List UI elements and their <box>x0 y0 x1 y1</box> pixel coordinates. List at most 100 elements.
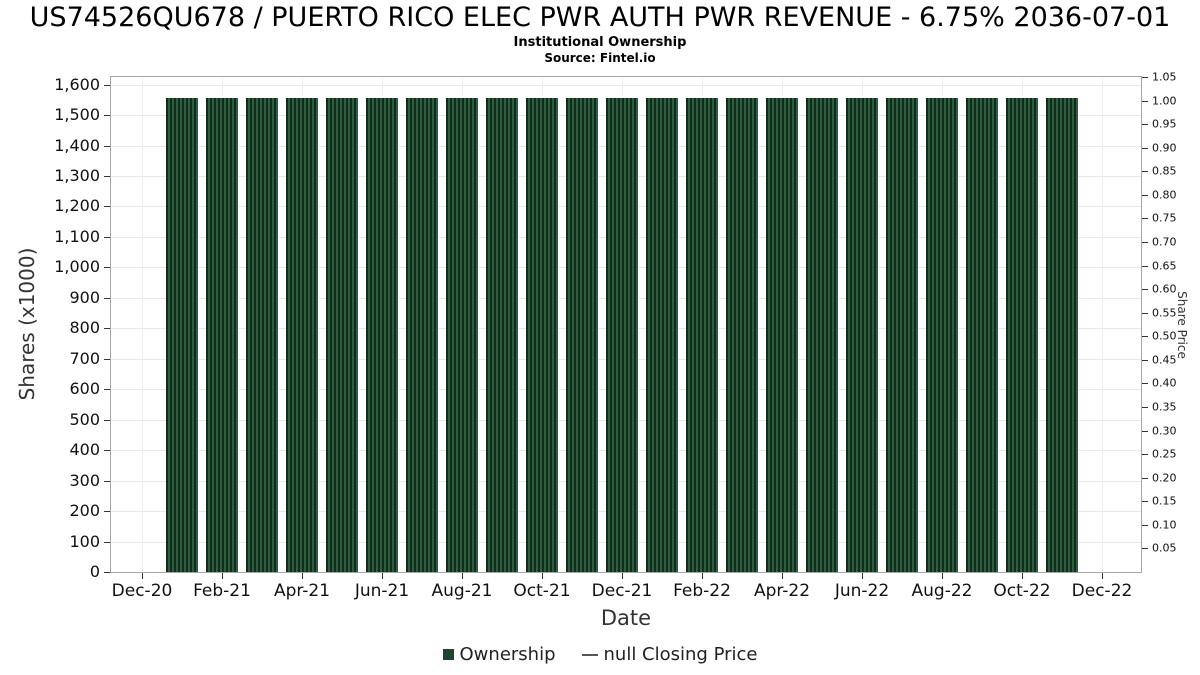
legend-item-closing-price: null Closing Price <box>581 644 758 665</box>
y-axis-right-tick-mark <box>1142 336 1148 338</box>
y-axis-right-tick-mark <box>1142 524 1148 526</box>
legend-line-marker-icon <box>581 653 598 656</box>
x-axis-tick-mark <box>862 573 863 579</box>
y-axis-right-tick-label: 0.85 <box>1152 164 1177 178</box>
y-axis-right-tick-label: 0.70 <box>1152 235 1177 249</box>
y-axis-right-tick-label: 0.80 <box>1152 188 1177 202</box>
y-axis-right-tick-mark <box>1142 242 1148 243</box>
y-axis-left-tick-mark <box>104 267 110 269</box>
y-axis-right-tick-label: 0.15 <box>1152 494 1177 508</box>
x-axis-tick-mark <box>142 573 143 579</box>
y-axis-left-tick-mark <box>104 145 110 147</box>
y-axis-right-tick-mark <box>1142 548 1148 550</box>
ownership-bar <box>326 97 358 572</box>
y-axis-left-tick-label: 1,200 <box>54 196 100 216</box>
y-axis-right-tick-mark <box>1142 454 1148 456</box>
y-axis-right-tick-mark <box>1142 501 1148 503</box>
ownership-bar <box>486 97 518 572</box>
x-axis-tick-mark <box>782 573 783 579</box>
y-axis-left-tick-mark <box>104 389 110 391</box>
x-axis-tick-mark <box>462 573 463 579</box>
y-axis-left-tick-label: 1,500 <box>54 105 100 125</box>
ownership-bar <box>726 97 758 572</box>
y-axis-left-tick-label: 900 <box>69 287 100 307</box>
ownership-bar <box>246 97 278 572</box>
legend-square-marker-icon <box>442 649 454 660</box>
y-axis-left-tick-label: 100 <box>69 531 100 551</box>
plot-area <box>110 76 1142 573</box>
x-axis-tick-label: Oct-21 <box>513 581 571 601</box>
y-axis-right-tick-mark <box>1142 359 1148 361</box>
y-axis-left-tick-mark <box>104 84 110 86</box>
y-axis-right-tick-mark <box>1142 312 1148 314</box>
chart-subtitle: Institutional Ownership <box>513 35 687 50</box>
legend-label-closing-price: null Closing Price <box>603 644 758 665</box>
x-axis-tick-mark <box>542 573 543 579</box>
y-axis-left-tick-mark <box>104 480 110 482</box>
x-axis-tick-label: Jun-21 <box>354 581 410 601</box>
y-axis-right-tick-label: 0.75 <box>1152 211 1177 225</box>
ownership-bar <box>1006 97 1038 572</box>
ownership-bar <box>966 97 998 572</box>
y-axis-right-tick-label: 1.05 <box>1152 70 1177 84</box>
ownership-bar <box>606 97 638 572</box>
y-axis-right-tick-label: 0.65 <box>1152 259 1177 273</box>
y-axis-left-tick-mark <box>104 511 110 513</box>
y-axis-right-tick-mark <box>1142 265 1148 267</box>
ownership-bar <box>446 97 478 572</box>
x-axis-tick-mark <box>1022 573 1023 579</box>
ownership-bar <box>766 97 798 572</box>
y-axis-right-tick-mark <box>1142 383 1148 385</box>
y-axis-right-tick-label: 0.90 <box>1152 141 1177 155</box>
y-axis-left-tick-label: 200 <box>69 501 100 521</box>
y-axis-left-tick-mark <box>104 236 110 238</box>
y-axis-right-tick-label: 0.45 <box>1152 353 1177 367</box>
y-axis-right-tick-mark <box>1142 171 1148 173</box>
ownership-bar <box>1046 97 1078 572</box>
legend: Ownership null Closing Price <box>0 644 1200 665</box>
x-axis-tick-label: Feb-21 <box>193 581 251 601</box>
y-axis-right-tick-label: 0.55 <box>1152 306 1177 320</box>
x-axis-tick-label: Apr-22 <box>753 581 811 601</box>
x-axis-tick-label: Jun-22 <box>834 581 890 601</box>
x-axis-tick-mark <box>382 573 383 579</box>
y-axis-left-tick-mark <box>104 176 110 177</box>
y-axis-left-tick-mark <box>104 206 110 208</box>
legend-label-ownership: Ownership <box>459 644 556 665</box>
gridline-vertical <box>142 77 143 572</box>
y-axis-left-tick-mark <box>104 328 110 330</box>
ownership-bar <box>166 97 198 572</box>
x-axis-tick-mark <box>222 573 223 579</box>
y-axis-left-tick-label: 1,100 <box>54 226 100 246</box>
y-axis-left-tick-label: 500 <box>69 409 100 429</box>
y-axis-right-tick-label: 0.35 <box>1152 400 1177 414</box>
y-axis-right-tick-label: 0.20 <box>1152 471 1177 485</box>
y-axis-left-tick-label: 1,600 <box>54 74 100 94</box>
ownership-bar <box>206 97 238 572</box>
y-axis-right-tick-mark <box>1142 194 1148 196</box>
ownership-bar <box>526 97 558 572</box>
gridline-vertical <box>1102 77 1103 572</box>
y-axis-right-tick-mark <box>1142 430 1148 432</box>
x-axis-tick-mark <box>622 573 623 579</box>
y-axis-left-tick-label: 300 <box>69 470 100 490</box>
ownership-bar <box>566 97 598 572</box>
ownership-bar <box>406 97 438 572</box>
ownership-bar <box>926 97 958 572</box>
y-axis-left-tick-mark <box>104 297 110 299</box>
x-axis-tick-label: Oct-22 <box>993 581 1051 601</box>
x-axis-tick-label: Dec-22 <box>1071 581 1133 601</box>
x-axis-label: Date <box>600 606 652 630</box>
y-axis-right-tick-mark <box>1142 407 1148 408</box>
y-axis-left-tick-label: 1,400 <box>54 135 100 155</box>
x-axis-tick-mark <box>702 573 703 579</box>
y-axis-left-tick-label: 800 <box>69 318 100 338</box>
y-axis-right-tick-mark <box>1142 477 1148 479</box>
y-axis-right-tick-label: 0.50 <box>1152 329 1177 343</box>
y-axis-left-tick-label: 1,000 <box>54 257 100 277</box>
ownership-bar <box>286 97 318 572</box>
y-axis-right-tick-label: 0.05 <box>1152 541 1177 555</box>
ownership-bar <box>686 97 718 572</box>
y-axis-right-tick-label: 0.10 <box>1152 518 1177 532</box>
ownership-bar <box>646 97 678 572</box>
